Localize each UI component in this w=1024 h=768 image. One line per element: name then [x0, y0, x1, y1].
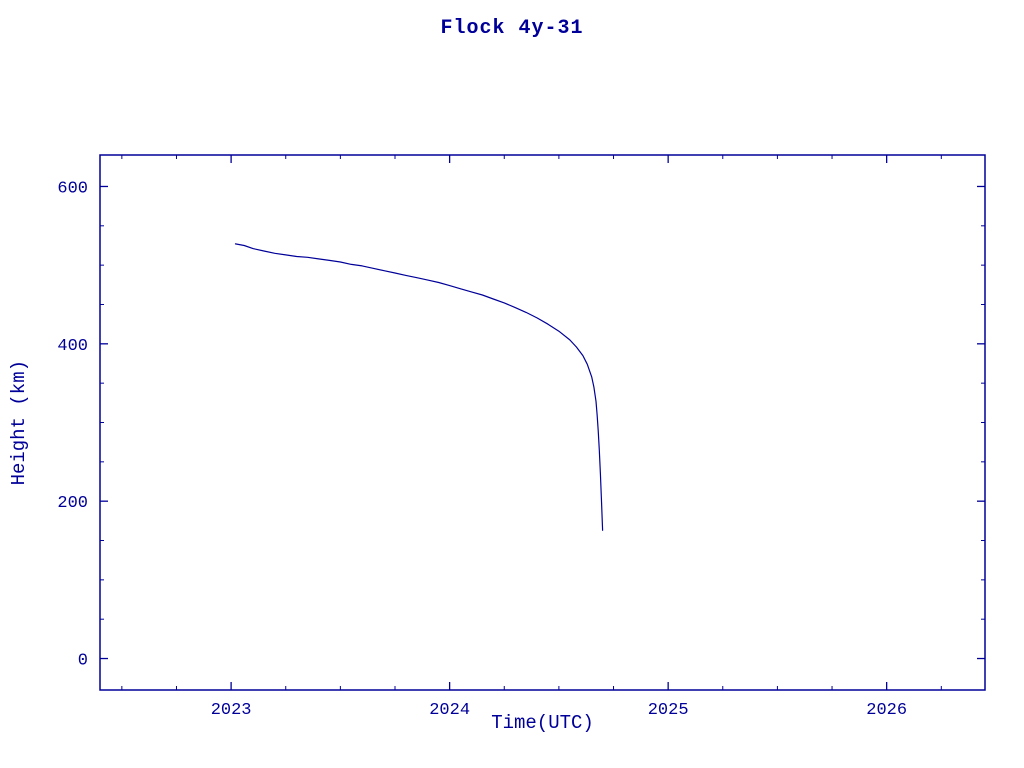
y-tick-label: 600 [57, 179, 88, 198]
chart-title: Flock 4y-31 [440, 17, 584, 40]
y-tick-label: 0 [78, 652, 88, 671]
x-tick-label: 2026 [866, 701, 907, 720]
x-axis-label: Time(UTC) [491, 712, 594, 734]
x-tick-label: 2024 [429, 701, 470, 720]
y-tick-label: 400 [57, 337, 88, 356]
x-tick-label: 2025 [648, 701, 689, 720]
y-tick-label: 200 [57, 494, 88, 513]
x-tick-label: 2023 [211, 701, 252, 720]
axes-box [99, 154, 986, 691]
height-curve [234, 243, 604, 531]
